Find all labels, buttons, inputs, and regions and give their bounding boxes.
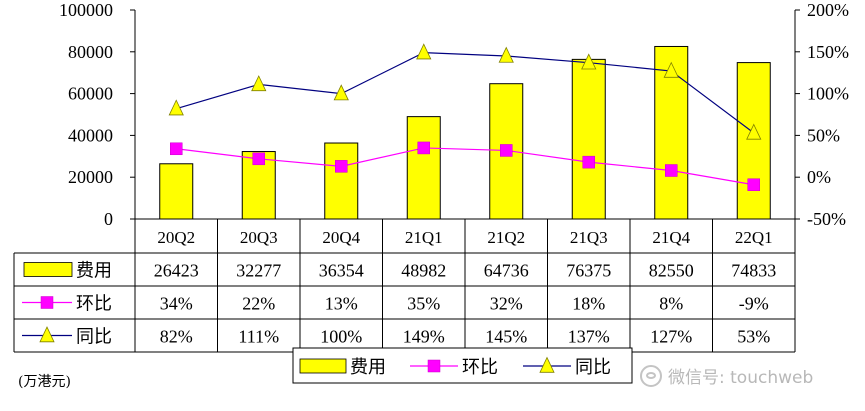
value-yoy: 127% [650,327,692,347]
category-label: 20Q4 [322,228,360,247]
row-name-bar: 费用 [76,261,112,282]
value-yoy: 100% [320,327,362,347]
legend: 费用 环比 同比 [292,347,633,384]
legend-key-mom-marker [427,359,441,373]
right-tick-label: 150% [807,42,849,62]
legend-label-mom: 环比 [462,357,498,378]
value-yoy: 145% [485,327,527,347]
marker-mom-21Q3 [582,155,595,169]
marker-yoy-20Q2 [168,99,184,116]
right-axis-ticks: -50% 0% 50% 100% 150% 200% [795,0,849,229]
row-key-bar [23,262,73,277]
watermark-text: 微信号: touchweb [668,368,814,388]
marker-yoy-21Q2 [498,46,514,63]
series-markers [168,43,762,191]
value-mom: 34% [160,294,193,314]
value-bar: 48982 [401,261,446,281]
value-bar: 26423 [154,261,199,281]
value-bar: 82550 [649,261,694,281]
value-bar: 76375 [566,261,611,281]
value-bar: 36354 [319,261,364,281]
marker-yoy-21Q3 [581,53,597,70]
right-tick-label: 200% [807,0,849,20]
left-tick-label: 20000 [68,167,113,187]
row-key-mom-marker [40,296,54,309]
legend-label-yoy: 同比 [575,357,611,378]
right-tick-label: 0% [807,167,831,187]
series-lines [176,52,755,186]
marker-mom-20Q3 [252,152,265,166]
marker-mom-20Q4 [335,160,348,173]
marker-yoy-20Q3 [251,75,267,92]
marker-mom-22Q1 [747,178,760,191]
right-tick-label: -50% [807,209,846,229]
bars [159,45,771,220]
marker-yoy-22Q1 [746,123,762,140]
marker-mom-21Q1 [417,141,430,155]
bar-21Q3 [571,58,606,220]
category-label: 21Q3 [570,228,608,247]
bar-20Q4 [324,142,359,220]
row-name-mom: 环比 [76,294,112,315]
marker-mom-21Q4 [665,164,678,177]
category-label: 20Q3 [240,228,278,247]
row-name-yoy: 同比 [76,327,112,348]
plot-frame [134,10,796,219]
line-yoy [176,52,755,134]
value-yoy: 149% [403,327,445,347]
category-label: 21Q4 [652,228,690,247]
legend-key-yoy-marker [539,356,555,373]
bar-20Q2 [159,163,194,220]
marker-yoy-20Q4 [333,84,349,101]
marker-yoy-21Q4 [663,61,679,78]
value-bar: 32277 [236,261,281,281]
value-mom: 8% [659,294,683,314]
value-yoy: 137% [568,327,610,347]
value-mom: 18% [572,294,605,314]
bar-22Q1 [736,62,771,220]
watermark: 微信号: touchweb [640,363,813,388]
category-label: 21Q2 [487,228,525,247]
left-tick-label: 60000 [68,84,113,104]
marker-yoy-21Q1 [416,43,432,60]
legend-box [292,347,633,384]
value-bar: 74833 [731,261,776,281]
value-bar: 64736 [484,261,529,281]
left-tick-label: 0 [104,209,113,229]
left-axis-ticks: 0 20000 40000 60000 80000 100000 [59,0,135,229]
left-tick-label: 80000 [68,42,113,62]
category-label: 21Q1 [405,228,443,247]
legend-label-bar: 费用 [350,357,386,378]
legend-key-bar [299,358,347,374]
right-tick-label: 100% [807,84,849,104]
value-mom: 32% [490,294,523,314]
right-tick-label: 50% [807,125,840,145]
value-yoy: 82% [160,327,193,347]
value-mom: 35% [407,294,440,314]
value-yoy: 111% [238,327,279,347]
marker-mom-20Q2 [170,142,183,156]
value-yoy: 53% [737,327,770,347]
left-tick-label: 40000 [68,125,113,145]
left-tick-label: 100000 [59,0,113,20]
value-mom: -9% [739,294,769,314]
bar-21Q1 [406,116,441,220]
marker-mom-21Q2 [500,144,513,157]
category-label: 22Q1 [735,228,773,247]
wechat-icon [640,364,662,387]
row-key-yoy-marker [39,326,55,343]
line-mom [176,147,754,186]
unit-note: (万港元) [18,374,71,390]
value-mom: 22% [242,294,275,314]
category-label: 20Q2 [157,228,195,247]
value-mom: 13% [325,294,358,314]
